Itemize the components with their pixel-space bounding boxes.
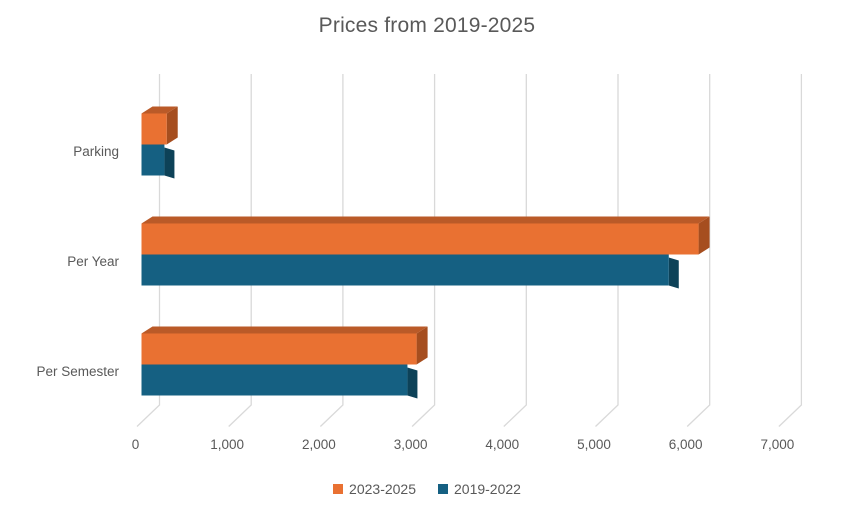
x-tick-label-1-000: 1,000 xyxy=(210,437,245,452)
legend-label-2019-2022: 2019-2022 xyxy=(454,481,521,497)
bar-2023-2025-per-year xyxy=(141,223,699,255)
gridline-0 xyxy=(136,74,161,427)
bar-top-2023-2025-parking xyxy=(141,106,178,114)
gridline-7000 xyxy=(778,74,803,427)
legend-item-2023-2025: 2023-2025 xyxy=(333,481,416,497)
category-label-per-year: Per Year xyxy=(67,253,119,269)
bar-top-2023-2025-per-year xyxy=(141,216,710,224)
bar-2023-2025-parking xyxy=(141,113,167,145)
legend-swatch-2019-2022 xyxy=(438,484,448,494)
bar-2019-2022-parking xyxy=(141,144,165,176)
x-tick-label-0: 0 xyxy=(131,437,140,452)
x-tick-label-2-000: 2,000 xyxy=(301,437,336,452)
legend-swatch-2023-2025 xyxy=(333,484,344,494)
bar-side-2019-2022-per-year xyxy=(668,257,679,289)
gridline-1000 xyxy=(228,74,252,427)
gridline-2000 xyxy=(319,74,344,427)
gridline-3000 xyxy=(411,74,436,427)
category-label-parking: Parking xyxy=(73,143,119,159)
bar-side-2023-2025-parking xyxy=(166,106,178,145)
x-tick-label-3-000: 3,000 xyxy=(393,437,428,452)
category-label-per-semester: Per Semester xyxy=(36,363,119,379)
x-tick-label-5-000: 5,000 xyxy=(577,437,611,452)
gridline-5000 xyxy=(595,74,619,427)
bar-2023-2025-per-semester xyxy=(141,333,417,365)
x-tick-label-4-000: 4,000 xyxy=(485,437,520,452)
x-tick-label-7-000: 7,000 xyxy=(760,437,795,452)
bar-2019-2022-per-semester xyxy=(141,364,408,396)
bar-2019-2022-per-year xyxy=(141,254,669,286)
chart-title: Prices from 2019-2025 xyxy=(318,14,536,37)
legend-label-2023-2025: 2023-2025 xyxy=(349,481,416,497)
legend-item-2019-2022: 2019-2022 xyxy=(438,481,521,497)
bar-side-2023-2025-per-year xyxy=(698,216,710,255)
legend: 2023-2025 2019-2022 xyxy=(0,481,854,497)
bar-side-2019-2022-parking xyxy=(164,147,175,179)
bar-side-2023-2025-per-semester xyxy=(416,326,428,365)
gridline-6000 xyxy=(686,74,711,427)
bar-top-2023-2025-per-semester xyxy=(141,326,428,334)
x-tick-label-6-000: 6,000 xyxy=(668,437,703,452)
bar-side-2019-2022-per-semester xyxy=(407,367,418,399)
gridline-4000 xyxy=(503,74,527,427)
